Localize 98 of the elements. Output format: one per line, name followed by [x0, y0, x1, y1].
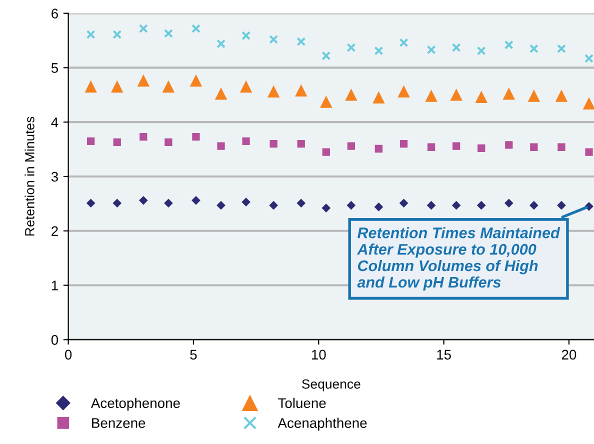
x-tick-label: 15	[437, 350, 451, 360]
point	[346, 43, 356, 52]
point	[425, 90, 438, 102]
x-tick-label: 10	[312, 350, 326, 360]
point	[372, 92, 385, 104]
point	[164, 28, 173, 38]
point	[296, 37, 306, 46]
point	[452, 142, 460, 150]
point	[558, 143, 566, 151]
point	[86, 30, 96, 40]
point	[138, 74, 150, 87]
point	[162, 80, 174, 93]
point	[322, 51, 331, 60]
point	[216, 39, 226, 48]
point	[583, 98, 594, 110]
point	[530, 143, 538, 151]
point	[504, 40, 514, 50]
point	[399, 38, 408, 48]
point	[346, 201, 356, 210]
point	[140, 132, 148, 141]
point	[374, 144, 383, 153]
point	[191, 24, 200, 34]
point	[475, 91, 488, 103]
point	[478, 144, 486, 152]
y-axis-title: Retention in Minutes	[24, 116, 34, 236]
point	[450, 89, 462, 101]
x-tick-label: 20	[562, 350, 576, 360]
point	[84, 80, 97, 93]
point	[374, 46, 384, 56]
legend-label: Toluene	[278, 398, 326, 408]
point	[215, 88, 227, 100]
legend-label: Benzene	[92, 418, 146, 428]
point	[295, 84, 308, 96]
point	[217, 142, 225, 150]
y-tick-label: 3	[51, 172, 58, 182]
legend-label: Acetophenone	[90, 398, 180, 411]
point	[322, 148, 330, 156]
point	[269, 201, 278, 210]
annotation: Retention Times Maintained After Exposure to 10,000 Column Volumes of High and Low pH Buffers	[356, 227, 560, 291]
point	[427, 143, 436, 151]
x-tick-label: 5	[190, 350, 197, 360]
point	[190, 74, 202, 87]
point	[111, 80, 124, 93]
point	[529, 44, 538, 54]
point	[556, 44, 566, 54]
point	[427, 201, 436, 210]
point	[86, 198, 96, 208]
point	[112, 198, 122, 208]
point	[164, 198, 173, 208]
point	[556, 90, 568, 102]
y-tick-label: 2	[52, 226, 58, 236]
point	[320, 96, 332, 108]
point	[374, 202, 383, 212]
point	[452, 201, 461, 210]
point	[192, 132, 200, 141]
point	[345, 89, 358, 101]
point	[297, 140, 305, 148]
point	[584, 54, 594, 63]
point	[240, 80, 252, 93]
y-tick-label: 6	[52, 8, 58, 18]
x-axis-title: Sequence	[302, 379, 360, 392]
point	[296, 198, 306, 208]
point	[269, 34, 278, 44]
point	[476, 46, 486, 56]
y-tick-label: 1	[52, 280, 58, 290]
point	[322, 204, 330, 212]
point	[242, 137, 250, 145]
point	[477, 201, 486, 210]
x-tick-label: 0	[64, 350, 72, 360]
y-tick-label: 5	[51, 63, 58, 73]
point	[400, 140, 408, 148]
legend-label: Acenaphthene	[278, 418, 367, 431]
point	[585, 148, 593, 156]
point	[242, 198, 250, 206]
point	[242, 31, 251, 40]
point	[192, 196, 200, 205]
point	[426, 45, 436, 54]
point	[112, 30, 122, 40]
point	[270, 140, 278, 148]
point	[138, 24, 148, 34]
y-tick-label: 0	[51, 334, 58, 345]
point	[216, 201, 226, 210]
y-tick-label: 4	[51, 118, 58, 128]
point	[398, 86, 410, 98]
point	[452, 43, 461, 52]
point	[113, 138, 121, 146]
point	[164, 138, 172, 146]
point	[399, 198, 408, 208]
point	[557, 201, 566, 210]
point	[505, 141, 513, 149]
point	[528, 90, 540, 102]
point	[347, 142, 356, 150]
point	[502, 88, 515, 100]
point	[530, 201, 538, 210]
point	[504, 198, 514, 208]
point	[139, 196, 148, 205]
point	[87, 137, 95, 145]
point	[268, 86, 280, 98]
